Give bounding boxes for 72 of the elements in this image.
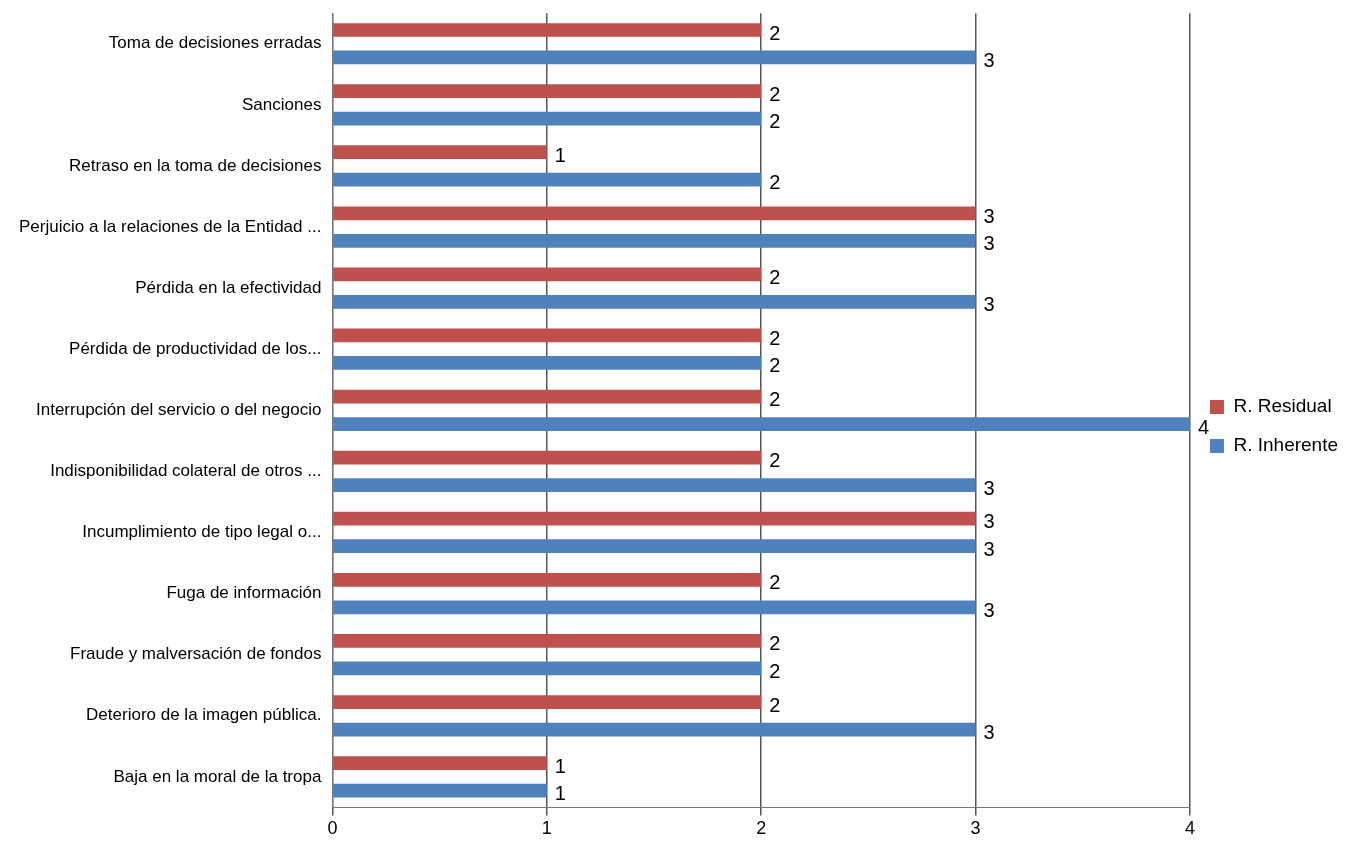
bar — [333, 695, 762, 709]
bar — [333, 389, 762, 404]
y-tick-label: Retraso en la toma de decisiones — [69, 155, 322, 175]
y-tick-label: Fraude y malversación de fondos — [70, 644, 322, 664]
y-tick-label: Pérdida en la efectividad — [135, 277, 322, 297]
bar — [333, 328, 762, 343]
bar — [333, 511, 976, 526]
data-label: 2 — [769, 110, 781, 133]
x-tick-label: 3 — [970, 818, 981, 839]
y-tick-label: Toma de decisiones erradas — [108, 33, 322, 53]
bar — [333, 206, 976, 221]
bar — [333, 233, 976, 248]
data-label: 1 — [554, 754, 566, 777]
bar — [333, 572, 762, 587]
y-tick-label: Interrupción del servicio o del negocio — [36, 399, 322, 419]
data-label: 3 — [983, 537, 995, 560]
bar — [333, 722, 976, 737]
bar — [333, 539, 976, 554]
data-label: 3 — [983, 476, 995, 499]
legend-label: R. Residual — [1233, 395, 1332, 417]
bar — [333, 356, 762, 370]
bar — [333, 23, 762, 37]
legend-label: R. Inherente — [1233, 434, 1339, 456]
x-tick-label: 0 — [327, 818, 338, 839]
bar — [333, 111, 762, 126]
x-tick-label: 2 — [756, 818, 767, 839]
data-label: 2 — [769, 693, 781, 716]
data-label: 2 — [769, 571, 781, 594]
data-label: 1 — [554, 143, 566, 166]
bar — [333, 634, 762, 648]
bar — [333, 756, 547, 770]
bar — [333, 600, 976, 615]
x-tick-label: 1 — [541, 818, 552, 839]
y-tick-label: Baja en la moral de la tropa — [113, 766, 322, 786]
y-tick-label: Sanciones — [242, 94, 322, 114]
data-label: 1 — [554, 782, 566, 805]
x-tick-label: 4 — [1184, 818, 1195, 839]
data-label: 2 — [769, 659, 781, 682]
bar — [333, 50, 976, 65]
data-label: 2 — [769, 326, 781, 349]
y-tick-label: Fuga de información — [166, 583, 322, 603]
data-label: 3 — [983, 598, 995, 621]
data-label: 2 — [769, 632, 781, 655]
data-label: 4 — [1197, 415, 1210, 438]
data-label: 3 — [983, 49, 995, 72]
y-tick-label: Incumplimiento de tipo legal o... — [82, 522, 322, 542]
y-tick-label: Perjuicio a la relaciones de la Entidad ... — [18, 216, 322, 236]
bar — [333, 267, 762, 282]
bar — [333, 294, 976, 309]
bar — [333, 478, 976, 493]
bar — [333, 84, 762, 98]
data-label: 3 — [983, 721, 995, 744]
data-label: 3 — [983, 293, 995, 316]
data-label: 3 — [983, 510, 995, 533]
data-label: 2 — [769, 388, 781, 411]
y-tick-label: Pérdida de productividad de los... — [69, 338, 322, 358]
data-label: 2 — [769, 449, 781, 472]
bar — [333, 450, 762, 465]
bar — [333, 783, 547, 798]
bar — [333, 417, 1190, 431]
data-label: 2 — [769, 82, 781, 105]
data-label: 2 — [769, 21, 781, 44]
bar — [333, 172, 762, 187]
data-label: 2 — [769, 171, 781, 194]
data-label: 3 — [983, 204, 995, 227]
data-label: 2 — [769, 354, 781, 377]
data-label: 2 — [769, 265, 781, 288]
bar — [333, 661, 762, 676]
data-label: 3 — [983, 232, 995, 255]
bar — [333, 145, 547, 160]
y-tick-label: Indisponibilidad colateral de otros ... — [50, 461, 322, 481]
y-tick-label: Deterioro de la imagen pública. — [86, 705, 322, 725]
